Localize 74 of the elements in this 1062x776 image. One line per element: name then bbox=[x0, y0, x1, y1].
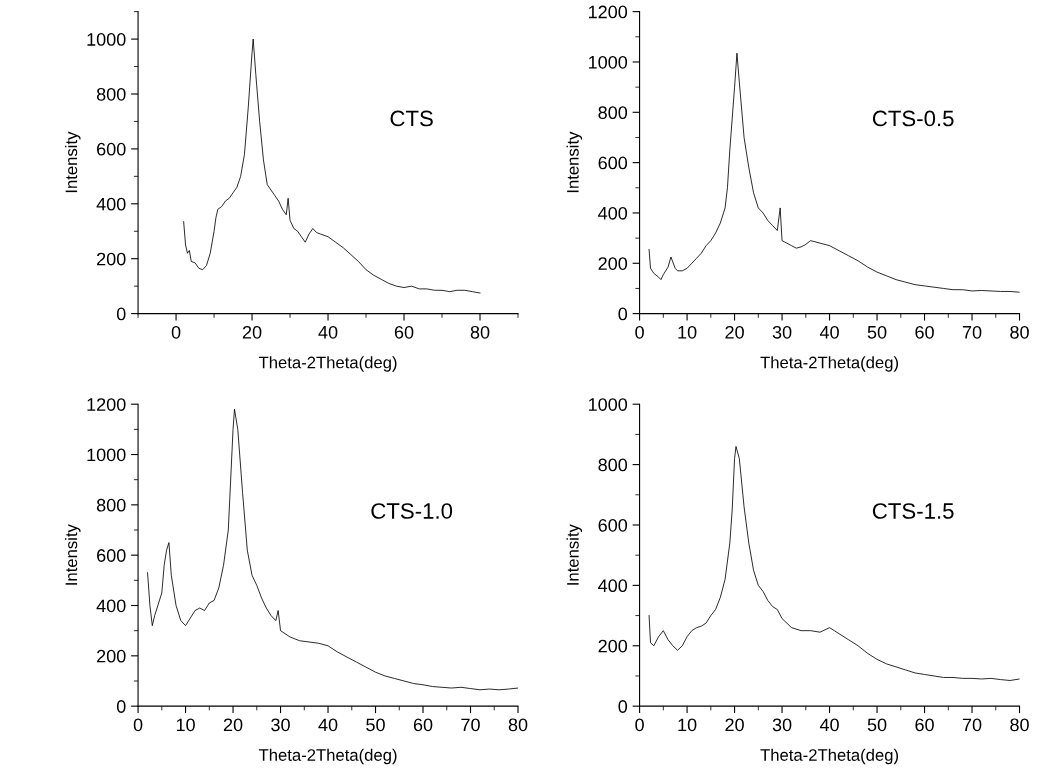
x-tick-label: 20 bbox=[223, 718, 243, 732]
x-tick-label: 0 bbox=[171, 325, 181, 339]
x-tick-label: 30 bbox=[772, 718, 792, 732]
line-series bbox=[147, 408, 518, 691]
y-tick-label: 600 bbox=[598, 518, 628, 532]
x-tick-label: 40 bbox=[819, 718, 839, 732]
y-tick-label: 1000 bbox=[588, 55, 628, 69]
x-tick-label: 10 bbox=[176, 718, 195, 732]
x-tick-label: 50 bbox=[867, 718, 887, 732]
x-tick-label: 20 bbox=[242, 325, 262, 339]
y-tick-label: 400 bbox=[598, 579, 628, 593]
x-tick-label: 40 bbox=[318, 325, 338, 339]
x-tick-label: 50 bbox=[366, 718, 385, 732]
y-axis-title: Intensity bbox=[65, 131, 81, 193]
line-series bbox=[648, 52, 1020, 293]
x-tick-label: 0 bbox=[133, 718, 143, 732]
y-tick-label: 0 bbox=[116, 700, 126, 713]
y-axis-title: Intensity bbox=[566, 524, 583, 585]
x-axis-title: Theta-2Theta(deg) bbox=[760, 356, 899, 372]
x-tick-label: 80 bbox=[1010, 325, 1029, 339]
x-tick-label: 20 bbox=[725, 325, 744, 339]
x-tick-label: 70 bbox=[962, 718, 982, 732]
x-tick-label: 60 bbox=[394, 325, 414, 339]
annotation: CTS-0.5 bbox=[872, 110, 954, 127]
x-tick-label: 40 bbox=[819, 325, 839, 339]
x-tick-label: 30 bbox=[772, 325, 792, 339]
y-tick-label: 400 bbox=[96, 197, 126, 211]
y-tick-label: 0 bbox=[116, 307, 126, 321]
x-tick-label: 60 bbox=[915, 325, 934, 339]
x-tick-label: 80 bbox=[508, 718, 528, 732]
x-tick-label: 60 bbox=[915, 718, 934, 732]
y-tick-label: 200 bbox=[598, 639, 628, 653]
x-tick-label: 0 bbox=[635, 325, 644, 339]
y-tick-label: 800 bbox=[96, 498, 126, 512]
x-tick-label: 60 bbox=[413, 718, 433, 732]
y-tick-label: 1200 bbox=[87, 398, 126, 411]
y-tick-label: 1000 bbox=[87, 33, 126, 46]
line-series bbox=[648, 446, 1020, 681]
y-tick-label: 800 bbox=[96, 87, 126, 101]
y-axis-title: Intensity bbox=[65, 524, 81, 585]
y-tick-label: 800 bbox=[598, 458, 628, 472]
x-tick-label: 10 bbox=[678, 325, 697, 339]
y-tick-label: 0 bbox=[618, 307, 628, 321]
y-tick-label: 1000 bbox=[87, 448, 126, 462]
y-tick-label: 400 bbox=[598, 206, 628, 220]
x-tick-label: 70 bbox=[962, 325, 982, 339]
annotation: CTS-1.0 bbox=[371, 503, 453, 519]
y-tick-label: 200 bbox=[598, 257, 628, 270]
y-tick-label: 200 bbox=[97, 252, 126, 266]
y-tick-label: 800 bbox=[598, 106, 628, 120]
line-series bbox=[183, 38, 481, 294]
x-tick-label: 10 bbox=[678, 718, 697, 732]
y-tick-label: 1200 bbox=[588, 5, 628, 19]
x-tick-label: 50 bbox=[867, 325, 887, 339]
annotation: CTS bbox=[390, 110, 433, 127]
y-axis-title: Intensity bbox=[566, 131, 583, 193]
x-tick-label: 20 bbox=[725, 718, 744, 732]
y-tick-label: 600 bbox=[97, 142, 126, 156]
x-tick-label: 30 bbox=[271, 718, 290, 732]
x-tick-label: 80 bbox=[1010, 718, 1029, 732]
x-tick-label: 40 bbox=[318, 718, 338, 732]
x-tick-label: 80 bbox=[470, 325, 490, 339]
x-tick-label: 0 bbox=[635, 718, 644, 732]
x-tick-label: 70 bbox=[461, 718, 480, 732]
y-tick-label: 200 bbox=[97, 649, 126, 663]
x-axis-title: Theta-2Theta(deg) bbox=[258, 748, 397, 765]
y-tick-label: 400 bbox=[96, 599, 126, 613]
y-tick-label: 0 bbox=[618, 700, 628, 713]
y-tick-label: 600 bbox=[97, 549, 126, 562]
x-axis-title: Theta-2Theta(deg) bbox=[760, 748, 899, 765]
y-tick-label: 600 bbox=[598, 156, 628, 170]
y-tick-label: 1000 bbox=[588, 398, 628, 411]
x-axis-title: Theta-2Theta(deg) bbox=[258, 356, 397, 372]
annotation: CTS-1.5 bbox=[872, 503, 954, 519]
